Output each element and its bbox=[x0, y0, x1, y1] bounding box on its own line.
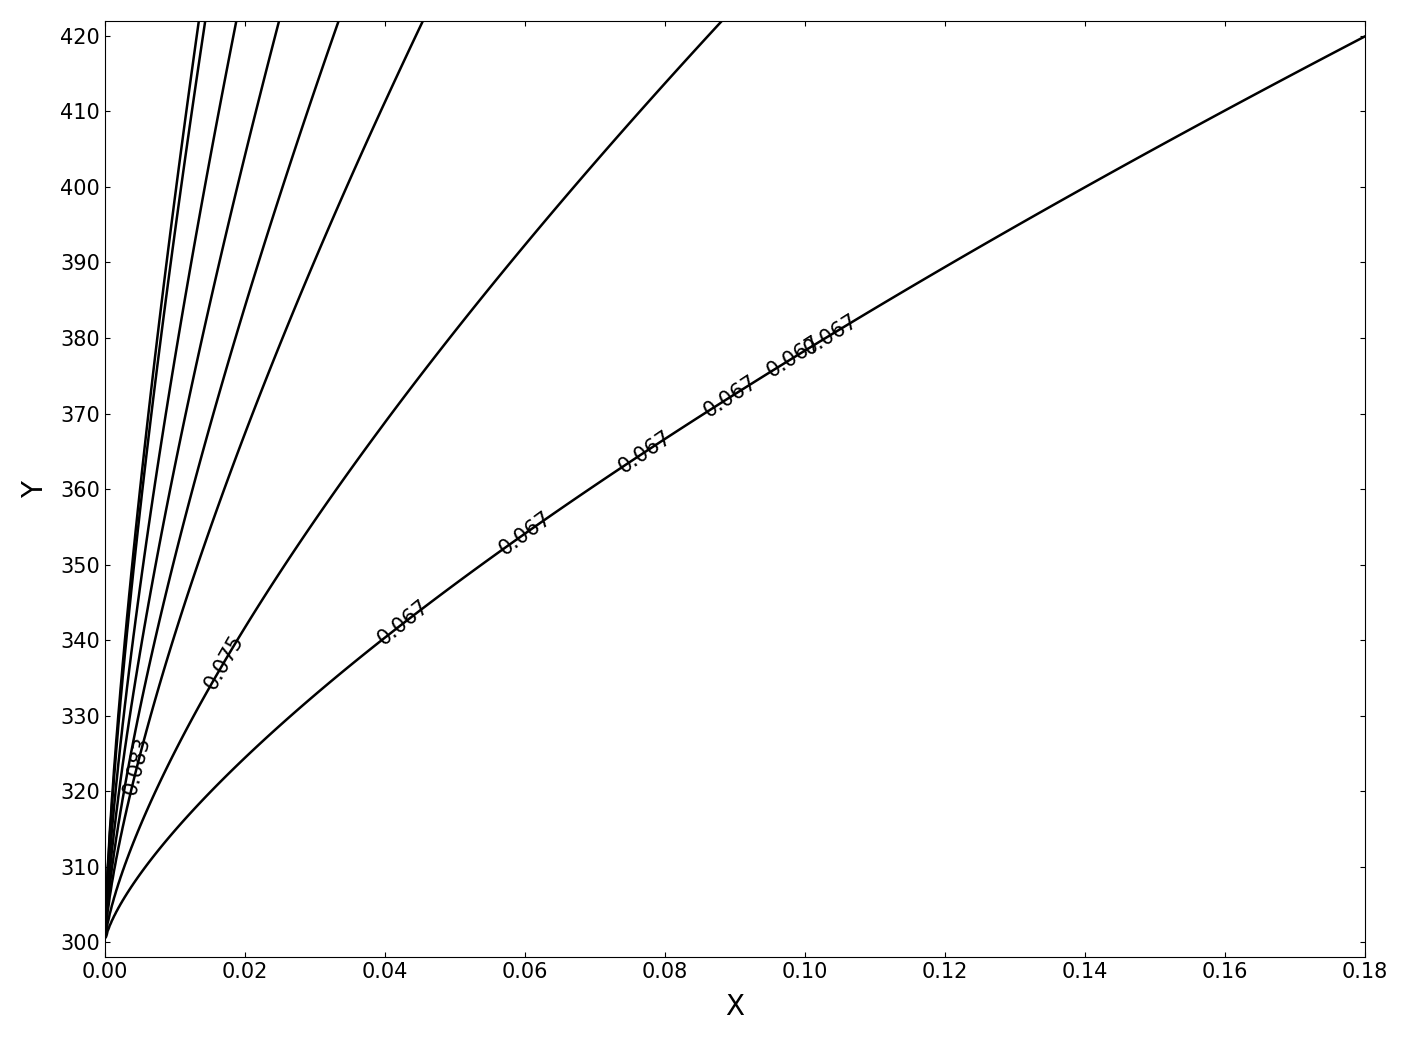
X-axis label: X: X bbox=[726, 993, 744, 1021]
Y-axis label: Y: Y bbox=[21, 480, 49, 497]
Text: 0.067: 0.067 bbox=[614, 427, 675, 477]
Text: 0.067: 0.067 bbox=[495, 507, 555, 560]
Text: 0.067: 0.067 bbox=[800, 311, 862, 358]
Text: 0.067: 0.067 bbox=[700, 372, 761, 422]
Text: 0.075: 0.075 bbox=[200, 631, 248, 693]
Text: 0.083: 0.083 bbox=[120, 735, 154, 797]
Text: 0.067: 0.067 bbox=[764, 332, 824, 381]
Text: 0.067: 0.067 bbox=[373, 597, 433, 649]
